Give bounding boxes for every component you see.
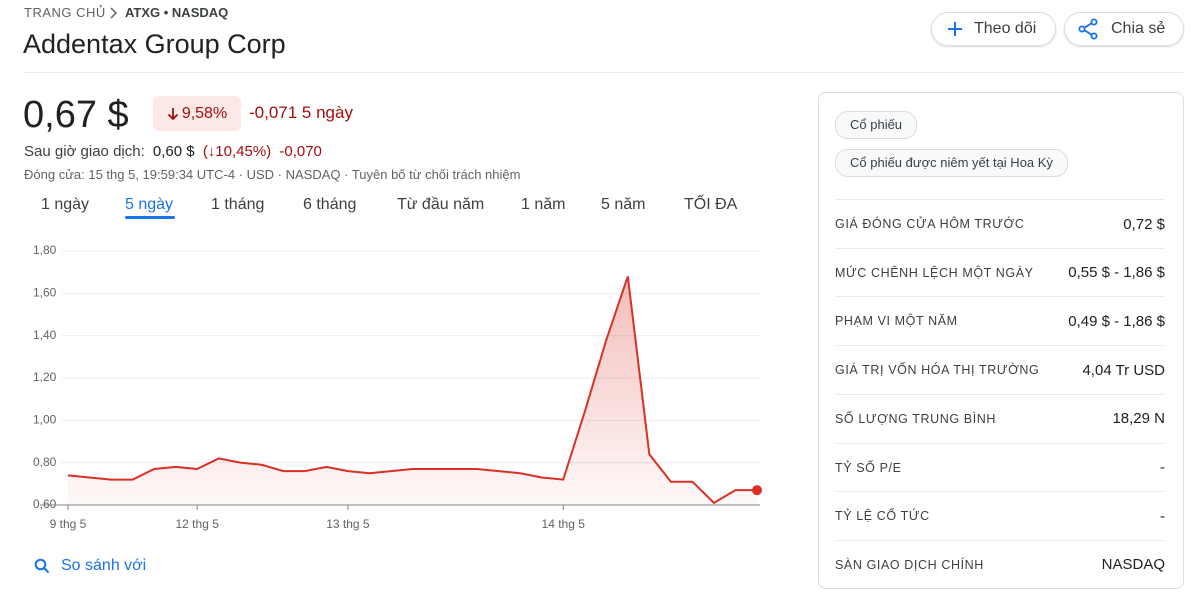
x-tick-label: 14 thg 5 xyxy=(542,517,586,531)
range-tab[interactable]: TỐI ĐA xyxy=(684,196,738,213)
plus-icon xyxy=(948,22,962,36)
change-badge: 9,58% xyxy=(153,96,241,131)
range-tab[interactable]: 1 ngày xyxy=(41,196,90,213)
y-tick-label: 1,60 xyxy=(33,286,57,300)
stat-value: 0,49 $ - 1,86 $ xyxy=(1068,312,1165,330)
range-tab[interactable]: 1 tháng xyxy=(211,196,265,213)
stat-value: 4,04 Tr USD xyxy=(1082,361,1165,379)
y-tick-label: 1,00 xyxy=(33,413,57,427)
x-tick-label: 9 thg 5 xyxy=(50,517,87,531)
tag[interactable]: Cổ phiếu được niêm yết tại Hoa Kỳ xyxy=(835,149,1068,177)
down-arrow xyxy=(167,107,178,120)
stat-value: - xyxy=(1160,507,1165,525)
stat-value: - xyxy=(1160,459,1165,476)
divider xyxy=(23,72,1183,73)
stat-label: GIÁ ĐÓNG CỬA HÔM TRƯỚC xyxy=(835,217,1025,231)
stat-row: GIÁ ĐÓNG CỬA HÔM TRƯỚC 0,72 $ xyxy=(835,199,1165,248)
y-tick-label: 1,40 xyxy=(33,328,57,342)
price: 0,67 $ xyxy=(23,94,129,136)
stat-row: PHẠM VI MỘT NĂM 0,49 $ - 1,86 $ xyxy=(835,296,1165,345)
after-hours-change: -0,070 xyxy=(279,143,322,160)
follow-button[interactable]: Theo dõi xyxy=(931,12,1056,46)
y-tick-label: 1,80 xyxy=(33,243,57,257)
x-tick-label: 12 thg 5 xyxy=(176,517,220,531)
y-tick-label: 1,20 xyxy=(33,370,57,384)
y-tick-label: 0,60 xyxy=(33,497,57,511)
stat-value: 0,55 $ - 1,86 $ xyxy=(1068,264,1165,282)
tab-underline xyxy=(125,216,175,219)
last-point xyxy=(752,485,762,496)
breadcrumb-ticker: ATXG • NASDAQ xyxy=(125,5,229,20)
area xyxy=(68,276,757,505)
stat-label: SÀN GIAO DỊCH CHÍNH xyxy=(835,557,984,572)
breadcrumb-chevron xyxy=(110,7,118,19)
stat-row: MỨC CHÊNH LỆCH MỘT NGÀY 0,55 $ - 1,86 $ xyxy=(835,247,1165,297)
stat-label: TỶ LỆ CỔ TỨC xyxy=(835,509,930,524)
change: -0,071 5 ngày xyxy=(249,103,353,122)
stat-label: MỨC CHÊNH LỆCH MỘT NGÀY xyxy=(835,265,1034,280)
price-line xyxy=(67,276,757,505)
after-hours-price: 0,60 $ xyxy=(152,143,195,160)
stat-value: 0,72 $ xyxy=(1123,215,1165,233)
range-tab[interactable]: 5 năm xyxy=(601,196,646,213)
company-title: Addentax Group Corp xyxy=(23,29,286,59)
compare-link[interactable]: So sánh với xyxy=(34,557,146,575)
stat-label: GIÁ TRỊ VỐN HÓA THỊ TRƯỜNG xyxy=(835,363,1040,378)
after-hours-label: Sau giờ giao dịch: xyxy=(24,143,145,160)
tag[interactable]: Cổ phiếu xyxy=(835,111,918,139)
price-chart: 0,60 0,80 1,00 1,20 1,40 1,60 1,80 9 thg 5 12 th… xyxy=(33,243,762,531)
stat-row: SÀN GIAO DỊCH CHÍNH NASDAQ xyxy=(835,539,1165,589)
breadcrumb-home[interactable]: TRANG CHỦ xyxy=(24,5,106,20)
range-tab[interactable]: 5 ngày xyxy=(125,196,174,213)
y-tick-label: 0,80 xyxy=(33,455,57,469)
range-tab[interactable]: 1 năm xyxy=(521,196,566,213)
close-info: Đóng cửa: 15 thg 5, 19:59:34 UTC-4 · USD… xyxy=(24,167,521,182)
after-hours-pct: (↓10,45%) xyxy=(202,143,272,160)
stats-panel xyxy=(818,92,1184,589)
range-tab[interactable]: 6 tháng xyxy=(303,196,357,213)
share-label: Chia sẻ xyxy=(1111,20,1166,37)
stat-label: SỐ LƯỢNG TRUNG BÌNH xyxy=(835,411,997,426)
stat-value: NASDAQ xyxy=(1101,556,1165,574)
follow-label: Theo dõi xyxy=(974,20,1037,37)
share-icon xyxy=(1078,18,1098,40)
share-button[interactable]: Chia sẻ xyxy=(1064,12,1184,46)
stat-row: TỶ SỐ P/E - xyxy=(835,442,1165,492)
x-tick-label: 13 thg 5 xyxy=(326,517,370,531)
stat-label: PHẠM VI MỘT NĂM xyxy=(835,314,958,329)
stat-row: SỐ LƯỢNG TRUNG BÌNH 18,29 N xyxy=(835,393,1165,443)
stat-row: GIÁ TRỊ VỐN HÓA THỊ TRƯỜNG 4,04 Tr USD xyxy=(835,345,1165,394)
compare-label: So sánh với xyxy=(61,557,147,574)
stat-value: 18,29 N xyxy=(1112,410,1165,428)
stat-label: TỶ SỐ P/E xyxy=(835,460,902,475)
search-icon xyxy=(34,558,50,574)
change-pct: 9,58% xyxy=(181,104,228,122)
after-hours: Sau giờ giao dịch: 0,60 $ (↓10,45%) -0,0… xyxy=(24,143,322,160)
range-tab[interactable]: Từ đầu năm xyxy=(397,196,485,213)
stat-row: TỶ LỆ CỔ TỨC - xyxy=(835,491,1165,540)
